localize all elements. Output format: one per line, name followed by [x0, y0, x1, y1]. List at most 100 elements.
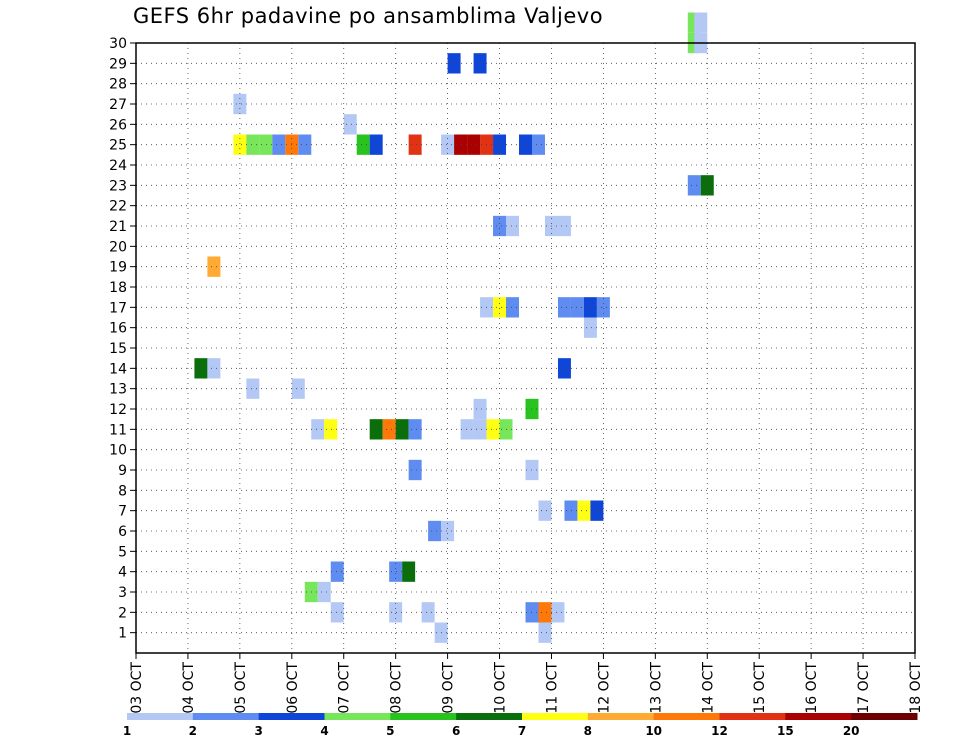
- precip-cell: [408, 134, 422, 155]
- colorbar-swatch: [456, 713, 523, 720]
- y-tick-label: 19: [109, 260, 127, 276]
- colorbar-swatch: [851, 713, 918, 720]
- y-tick-label: 8: [118, 483, 127, 499]
- y-tick-label: 6: [118, 524, 127, 540]
- colorbar-label: 15: [777, 724, 794, 738]
- y-tick-label: 13: [109, 382, 127, 398]
- y-tick-label: 4: [118, 565, 127, 581]
- y-tick-label: 9: [118, 463, 127, 479]
- y-tick-label: 16: [109, 321, 127, 337]
- precip-cell: [402, 561, 416, 582]
- grid: [136, 42, 915, 653]
- y-tick-label: 30: [109, 36, 127, 52]
- y-tick-label: 11: [109, 422, 127, 438]
- x-tick-label: 04 OCT: [181, 662, 197, 714]
- colorbar-swatch: [785, 713, 852, 720]
- precip-cell: [246, 378, 260, 399]
- precip-cell: [389, 602, 403, 623]
- precip-cell: [311, 419, 325, 440]
- y-tick-label: 7: [118, 504, 127, 520]
- y-tick-label: 26: [109, 117, 127, 133]
- y-tick-label: 1: [118, 626, 127, 642]
- precip-cell: [330, 602, 344, 623]
- colorbar-label: 8: [584, 724, 592, 738]
- precip-cell: [330, 561, 344, 582]
- precip-cell: [382, 419, 396, 440]
- precip-cell: [519, 134, 532, 155]
- y-tick-label: 25: [109, 138, 127, 154]
- y-tick-label: 24: [109, 158, 127, 174]
- precip-cell: [298, 134, 312, 155]
- colorbar-label: 10: [645, 724, 662, 738]
- x-tick-label: 07 OCT: [337, 662, 353, 714]
- y-tick-label: 12: [109, 402, 127, 418]
- precip-cell: [583, 297, 597, 318]
- precip-cell: [687, 175, 701, 196]
- precip-cell: [356, 134, 370, 155]
- colorbar-swatch: [390, 713, 457, 720]
- colorbar-swatch: [653, 713, 720, 720]
- y-tick-label: 14: [109, 361, 127, 377]
- precip-cell: [538, 622, 552, 643]
- precip-cell: [421, 602, 435, 623]
- x-tick-label: 14 OCT: [700, 662, 716, 714]
- precip-cell: [441, 134, 455, 155]
- precip-cell: [538, 602, 552, 623]
- y-tick-label: 21: [109, 219, 127, 235]
- precip-cell: [291, 378, 305, 399]
- precip-cell: [207, 358, 221, 379]
- y-tick-label: 20: [109, 239, 127, 255]
- colorbar-swatch: [127, 713, 194, 720]
- y-tick-label: 17: [109, 300, 127, 316]
- y-tick-label: 29: [109, 56, 127, 72]
- colorbar: 1 2 3 4 5 6 7 8 10 12 15 20: [123, 713, 918, 738]
- y-tick-label: 10: [109, 443, 127, 459]
- y-axis: 1234567891011121314151617181920212223242…: [109, 36, 136, 642]
- y-tick-label: 23: [109, 178, 127, 194]
- precip-cell: [207, 256, 221, 277]
- precip-cell: [564, 500, 578, 521]
- colorbar-swatch: [192, 713, 260, 720]
- precip-cell: [493, 297, 507, 318]
- precip-cell: [486, 419, 500, 440]
- colorbar-label: 4: [320, 724, 328, 738]
- precip-cell: [408, 419, 422, 440]
- precip-cell: [428, 520, 442, 542]
- precip-cell: [467, 134, 481, 155]
- y-tick-label: 3: [118, 585, 127, 601]
- precip-cell: [557, 297, 571, 318]
- precip-cell: [194, 358, 208, 379]
- precip-cell: [246, 134, 260, 155]
- precip-cell: [506, 297, 520, 318]
- x-tick-label: 09 OCT: [441, 662, 457, 714]
- x-tick-label: 06 OCT: [285, 662, 301, 714]
- precip-cell: [233, 134, 247, 155]
- x-tick-label: 16 OCT: [804, 662, 820, 714]
- colorbar-swatch: [258, 713, 325, 720]
- precip-cell: [570, 297, 584, 318]
- y-tick-label: 15: [109, 341, 127, 357]
- precip-cell: [473, 419, 487, 440]
- x-axis: 03 OCT 04 OCT 05 OCT 06 OCT 07 OCT 08 OCT 09 O…: [129, 653, 924, 714]
- precip-cell: [694, 12, 708, 33]
- precip-cell: [583, 317, 597, 338]
- x-tick-label: 03 OCT: [129, 662, 145, 714]
- precip-cell: [447, 53, 461, 74]
- precip-cell: [493, 134, 507, 155]
- y-tick-label: 27: [109, 97, 127, 113]
- precip-cell: [454, 134, 468, 155]
- precip-cell: [557, 215, 571, 237]
- x-tick-label: 05 OCT: [233, 662, 249, 714]
- colorbar-label: 1: [123, 724, 131, 738]
- precip-cell: [538, 500, 552, 521]
- y-tick-label: 18: [109, 280, 127, 296]
- x-tick-label: 12 OCT: [596, 662, 612, 714]
- precip-cell: [506, 215, 520, 237]
- colorbar-label: 7: [518, 724, 526, 738]
- x-tick-label: 17 OCT: [856, 662, 872, 714]
- precip-cell: [389, 561, 403, 582]
- precip-cell: [343, 114, 357, 135]
- y-tick-label: 2: [118, 605, 127, 621]
- precip-cell: [473, 398, 487, 420]
